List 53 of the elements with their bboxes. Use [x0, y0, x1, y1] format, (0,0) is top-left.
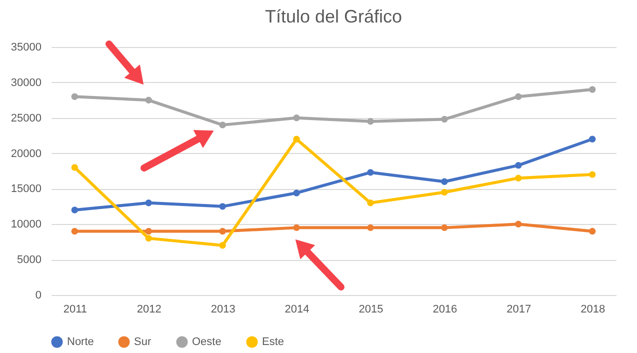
x-tick-label: 2011	[63, 304, 87, 316]
y-tick-label: 35000	[10, 42, 42, 54]
x-tick-label: 2016	[432, 304, 458, 316]
point	[71, 93, 78, 100]
point	[293, 136, 300, 142]
point	[145, 234, 152, 242]
chart-title: Título del Gráfico	[264, 6, 402, 26]
point	[515, 220, 522, 228]
x-tick-label: 2015	[358, 304, 384, 316]
point	[71, 206, 78, 214]
point	[293, 190, 300, 196]
point	[145, 228, 152, 235]
point	[145, 200, 152, 206]
point	[441, 178, 448, 185]
y-tick-label: 30000	[10, 76, 42, 89]
y-tick-label: 5000	[17, 254, 42, 266]
point	[588, 86, 596, 93]
point	[145, 96, 152, 104]
legend-label: Norte	[67, 336, 94, 348]
point	[219, 242, 226, 249]
y-tick-label: 15000	[10, 183, 42, 196]
point	[588, 228, 596, 235]
point	[441, 224, 448, 232]
x-tick-label: 2017	[506, 304, 532, 316]
x-tick-label: 2012	[136, 304, 162, 316]
x-tick-label: 2018	[580, 304, 606, 316]
point	[588, 136, 596, 142]
point	[219, 228, 226, 235]
point	[441, 188, 448, 196]
point	[367, 224, 374, 232]
y-tick-label: 10000	[10, 218, 42, 231]
y-tick-label: 25000	[10, 112, 42, 124]
point	[293, 114, 300, 122]
point	[293, 224, 300, 232]
y-tick-label: 0	[35, 290, 42, 302]
point	[515, 174, 522, 182]
x-tick-label: 2013	[210, 304, 236, 316]
legend-label: Este	[262, 336, 284, 348]
legend-label: Oeste	[192, 336, 222, 348]
point	[588, 171, 596, 178]
point	[441, 116, 448, 123]
point	[515, 162, 522, 169]
point	[367, 200, 374, 206]
y-tick-label: 20000	[10, 148, 42, 160]
point	[219, 203, 226, 210]
x-tick-label: 2014	[284, 304, 310, 316]
legend-label: Sur	[134, 336, 152, 348]
point	[71, 164, 78, 171]
point	[515, 93, 522, 100]
point	[71, 228, 78, 235]
point	[219, 122, 226, 128]
point	[367, 169, 374, 176]
point	[367, 118, 374, 125]
